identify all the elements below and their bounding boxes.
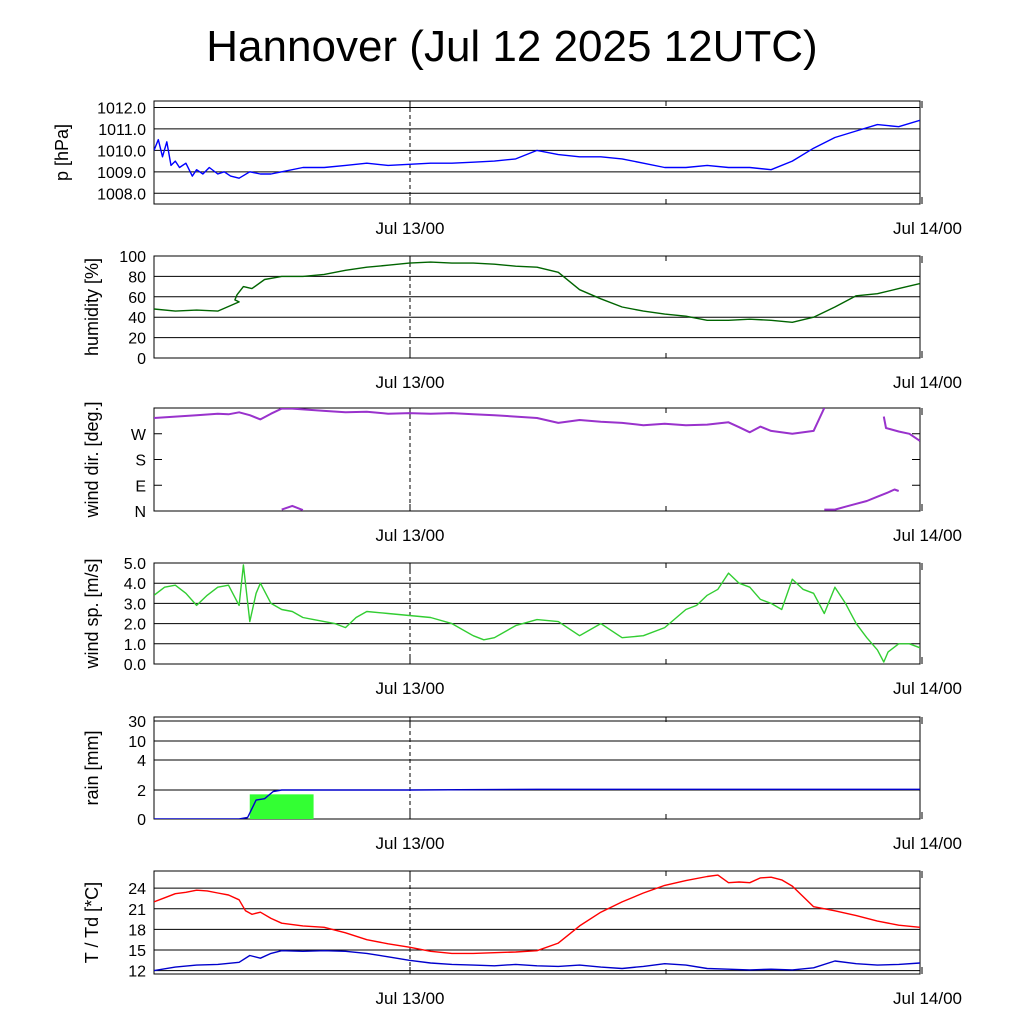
x-tick-label: Jul 13/00 — [376, 989, 445, 1008]
y-tick-label: N — [134, 504, 146, 521]
x-tick-label: Jul 13/00 — [376, 834, 445, 853]
y-tick-label: 0.0 — [124, 657, 146, 674]
y-axis-label: p [hPa] — [52, 124, 72, 181]
series-line-3 — [882, 416, 920, 442]
x-tick-label: Jul 14/00 — [893, 526, 962, 545]
y-tick-label: 21 — [128, 902, 146, 919]
series-line-0 — [154, 788, 920, 819]
series-line-0 — [154, 874, 920, 955]
plot-frame — [153, 100, 921, 205]
y-tick-label: E — [135, 478, 146, 495]
y-axis-label: wind dir. [deg.] — [82, 401, 102, 518]
y-tick-label: 80 — [128, 269, 146, 286]
y-tick-label: W — [131, 427, 147, 444]
y-tick-label: 40 — [128, 310, 146, 327]
plot-frame — [153, 870, 921, 975]
y-tick-label: 2.0 — [124, 617, 146, 634]
series-line-2 — [824, 488, 900, 511]
x-tick-label: Jul 13/00 — [376, 373, 445, 392]
x-tick-label: Jul 13/00 — [376, 219, 445, 238]
y-tick-label: 15 — [128, 943, 146, 960]
y-tick-label: 1011.0 — [98, 122, 146, 139]
y-tick-label: 4 — [137, 753, 146, 770]
y-tick-label: 100 — [119, 249, 146, 266]
x-tick-label: Jul 14/00 — [893, 679, 962, 698]
x-tick-label: Jul 14/00 — [893, 373, 962, 392]
y-tick-label: 1010.0 — [97, 143, 146, 160]
y-tick-label: 2 — [137, 783, 146, 800]
chart-title: Hannover (Jul 12 2025 12UTC) — [206, 22, 818, 71]
y-tick-label: 1.0 — [124, 637, 146, 654]
plot-frame — [153, 562, 921, 665]
y-tick-label: 4.0 — [124, 576, 146, 593]
y-tick-label: 0 — [137, 812, 146, 829]
y-tick-label: 60 — [128, 290, 146, 307]
x-tick-label: Jul 14/00 — [893, 989, 962, 1008]
rain-bar — [249, 794, 314, 819]
y-tick-label: 12 — [128, 964, 146, 981]
y-axis-label: T / Td [*C] — [82, 882, 102, 963]
x-tick-label: Jul 14/00 — [893, 219, 962, 238]
y-axis-label: humidity [%] — [82, 258, 102, 356]
series-line-1 — [154, 950, 920, 972]
series-line-0 — [154, 119, 920, 179]
y-tick-label: 24 — [128, 881, 146, 898]
x-tick-label: Jul 13/00 — [376, 679, 445, 698]
y-tick-label: 5.0 — [124, 556, 146, 573]
y-tick-label: 0 — [137, 351, 146, 368]
series-line-0 — [154, 408, 826, 435]
series-line-0 — [154, 564, 920, 663]
series-line-1 — [281, 504, 304, 511]
y-tick-label: 1008.0 — [97, 186, 146, 203]
y-tick-label: S — [135, 453, 146, 470]
y-tick-label: 30 — [128, 714, 146, 731]
y-axis-label: rain [mm] — [82, 730, 102, 805]
plot-frame — [153, 255, 921, 359]
y-tick-label: 3.0 — [124, 596, 146, 613]
x-tick-label: Jul 14/00 — [893, 834, 962, 853]
y-tick-label: 1009.0 — [97, 165, 146, 182]
y-tick-label: 18 — [128, 922, 146, 939]
y-tick-label: 10 — [128, 734, 146, 751]
x-tick-label: Jul 13/00 — [376, 526, 445, 545]
y-tick-label: 20 — [128, 331, 146, 348]
y-axis-label: wind sp. [m/s] — [82, 558, 102, 669]
series-line-0 — [154, 261, 920, 323]
plot-frame — [153, 407, 921, 512]
y-tick-label: 1012.0 — [97, 100, 146, 117]
